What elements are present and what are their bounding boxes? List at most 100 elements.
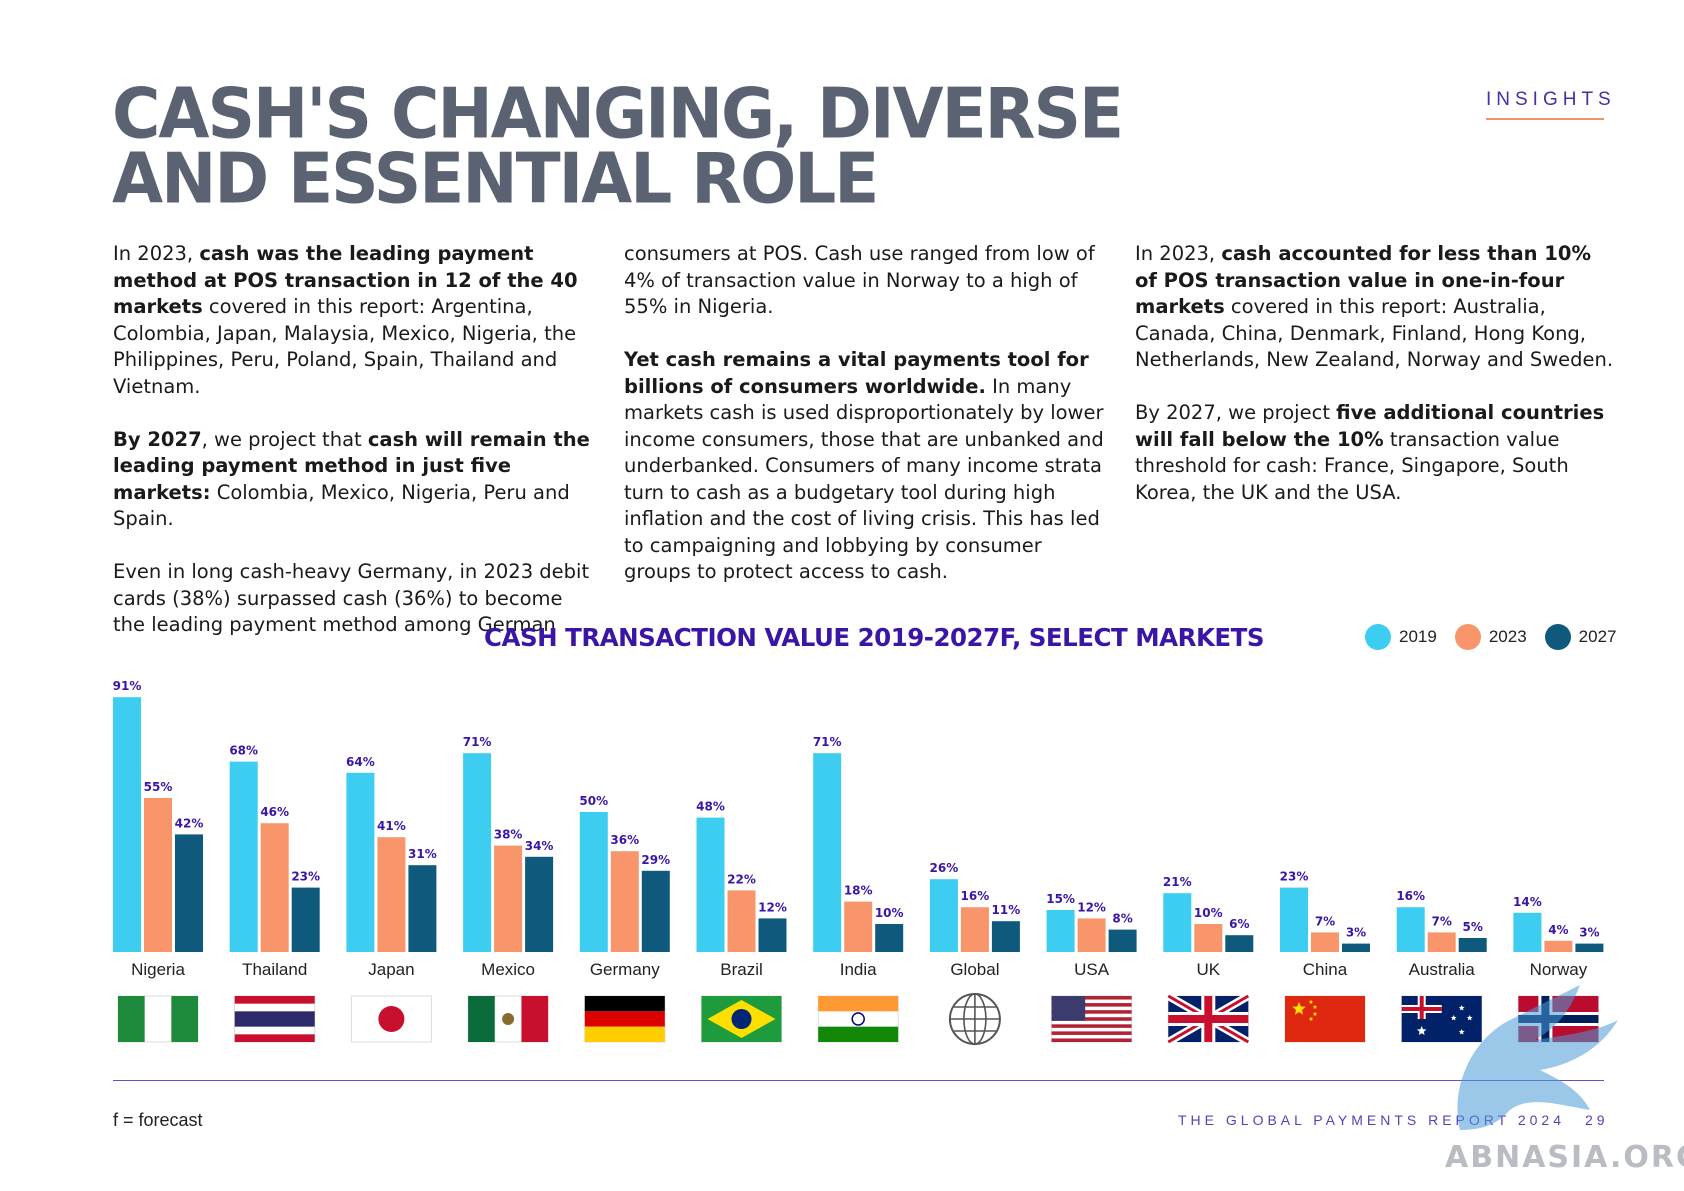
data-label: 34% <box>525 839 554 853</box>
category-label: Germany <box>590 960 660 979</box>
data-label: 26% <box>930 861 959 875</box>
category-label: UK <box>1196 960 1220 979</box>
legend-swatch <box>1544 624 1571 650</box>
watermark-text: ABNASIA.ORG <box>1445 1140 1684 1175</box>
bar-china-2027 <box>1342 943 1370 952</box>
data-label: 38% <box>494 828 523 842</box>
data-label: 12% <box>1077 900 1106 914</box>
flag-part <box>731 1009 752 1029</box>
data-label: 31% <box>408 847 437 861</box>
data-label: 71% <box>813 735 842 749</box>
flag-part <box>851 1012 865 1026</box>
footer-divider <box>113 1080 1604 1081</box>
bar-mexico-2019 <box>463 753 492 952</box>
bar-usa-2023 <box>1077 918 1106 952</box>
flag-part <box>1051 996 1086 1021</box>
bar-australia-2023 <box>1427 932 1456 952</box>
flag-part <box>118 996 145 1042</box>
paragraph: Yet cash remains a vital payments tool f… <box>624 348 1104 583</box>
flag-part <box>1312 1004 1318 1009</box>
data-label: 16% <box>1396 889 1425 903</box>
category-label: India <box>840 960 877 979</box>
data-label: 10% <box>1194 906 1223 920</box>
bar-nigeria-2023 <box>144 798 172 952</box>
chart-legend: 2019 2023 2027 <box>1365 624 1616 650</box>
data-label: 12% <box>758 900 787 914</box>
bar-global-2019 <box>929 879 958 952</box>
data-label: 6% <box>1229 917 1249 931</box>
text-column-3: In 2023, cash accounted for less than 10… <box>1135 241 1615 533</box>
data-label: 22% <box>727 872 756 886</box>
flag-part <box>1466 1015 1473 1021</box>
legend-item-2027: 2027 <box>1544 624 1616 650</box>
bar-brazil-2019 <box>696 817 725 952</box>
bar-australia-2027 <box>1458 938 1487 952</box>
flag-part <box>468 996 495 1042</box>
bar-global-2023 <box>960 907 989 952</box>
flag-part <box>1401 1007 1442 1011</box>
section-tag: INSIGHTS <box>1486 89 1616 110</box>
category-label: China <box>1303 960 1348 979</box>
flag-part <box>1308 999 1314 1004</box>
bar-japan-2027 <box>408 865 437 952</box>
category-label: Global <box>950 960 999 979</box>
flag-part <box>1285 996 1365 1042</box>
flag-part <box>1051 1038 1132 1042</box>
data-label: 55% <box>144 780 173 794</box>
data-label: 5% <box>1463 920 1483 934</box>
bar-norway-2019 <box>1513 912 1542 952</box>
chart-title: CASH TRANSACTION VALUE 2019-2027F, SELEC… <box>484 623 1265 652</box>
flag-part <box>1308 1016 1314 1021</box>
flag-part <box>1458 1005 1465 1011</box>
paragraph: consumers at POS. Cash use ranged from l… <box>624 242 1095 318</box>
bar-germany-2023 <box>610 851 639 952</box>
flag-part <box>378 1006 405 1032</box>
flag-part <box>1458 1029 1465 1035</box>
paragraph: Even in long cash-heavy Germany, in 2023… <box>113 560 590 636</box>
bar-thailand-2023 <box>260 823 289 952</box>
bar-india-2027 <box>875 924 904 952</box>
bar-norway-2023 <box>1544 940 1573 952</box>
data-label: 91% <box>113 679 142 693</box>
data-label: 10% <box>875 906 904 920</box>
watermark-logo-icon <box>1457 985 1618 1130</box>
data-label: 36% <box>610 833 639 847</box>
bar-norway-2027 <box>1575 943 1604 952</box>
bar-nigeria-2019 <box>113 697 141 952</box>
bar-usa-2027 <box>1108 929 1137 952</box>
flag-part <box>1292 1002 1306 1015</box>
category-label: Thailand <box>242 960 307 979</box>
paragraph: By 2027, we project five additional coun… <box>1135 401 1605 504</box>
data-label: 3% <box>1579 926 1599 940</box>
bar-japan-2023 <box>377 837 406 952</box>
data-label: 21% <box>1163 875 1192 889</box>
data-label: 16% <box>961 889 990 903</box>
data-label: 46% <box>260 805 289 819</box>
flag-part <box>502 1013 515 1025</box>
data-label: 15% <box>1046 892 1075 906</box>
bar-india-2019 <box>813 753 842 952</box>
paragraph: In 2023, cash accounted for less than 10… <box>1135 242 1614 371</box>
flag-part <box>1416 1026 1427 1035</box>
category-label: Australia <box>1409 960 1476 979</box>
bar-china-2019 <box>1280 887 1308 952</box>
footnote: f = forecast <box>113 1110 203 1130</box>
flag-part <box>584 1026 665 1042</box>
paragraph: By 2027, we project that cash will remai… <box>113 427 590 531</box>
flag-part <box>1051 1010 1132 1014</box>
flag-part <box>818 996 899 1012</box>
data-label: 41% <box>377 819 406 833</box>
bar-germany-2027 <box>641 870 670 952</box>
bar-japan-2019 <box>346 772 375 952</box>
bar-mexico-2027 <box>525 856 554 952</box>
data-label: 48% <box>696 800 725 814</box>
flag-part <box>1051 1003 1132 1007</box>
flag-part <box>234 1011 315 1027</box>
flag-part <box>1051 996 1132 1000</box>
text-column-1: In 2023, cash was the leading payment me… <box>113 241 593 665</box>
data-label: 68% <box>229 744 258 758</box>
bar-global-2027 <box>991 921 1020 952</box>
legend-item-2019: 2019 <box>1365 624 1437 650</box>
flag-part <box>1051 1031 1132 1035</box>
page-title: CASH'S CHANGING, DIVERSE AND ESSENTIAL R… <box>112 79 1124 213</box>
